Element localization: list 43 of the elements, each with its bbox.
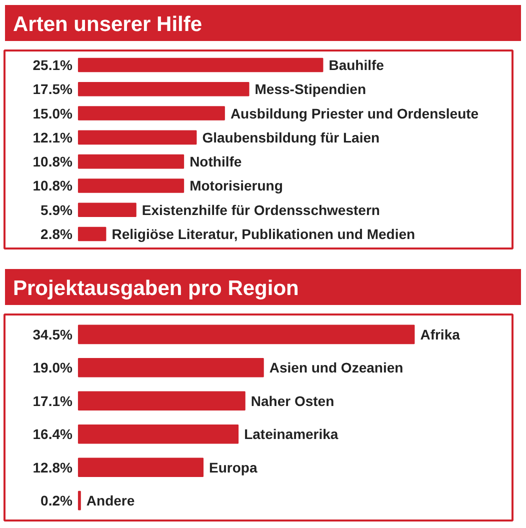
y-tick-label: Nothilfe <box>190 154 242 170</box>
bar <box>78 178 184 193</box>
data-label: 12.8% <box>32 459 74 476</box>
y-tick-label: Europa <box>209 459 258 476</box>
bar <box>78 458 204 477</box>
data-label: 15.0% <box>32 105 74 122</box>
data-label: 0.2% <box>40 492 74 509</box>
y-tick-label: Naher Osten <box>250 392 334 409</box>
data-label: 2.8% <box>40 226 74 242</box>
bar <box>78 58 324 72</box>
y-tick-label: Motorisierung <box>190 178 283 194</box>
data-label: 5.9% <box>40 202 74 218</box>
y-tick-label: Lateinamerika <box>244 426 338 442</box>
bar <box>78 130 197 145</box>
bar <box>78 324 415 344</box>
y-tick-label: Existenzhilfe für Ordensschwestern <box>142 202 380 218</box>
bar <box>78 424 239 444</box>
data-label: 17.1% <box>32 392 74 409</box>
bar <box>78 106 225 120</box>
bar <box>78 202 136 218</box>
y-tick-label: Andere <box>86 492 135 509</box>
y-tick-label: Asien und Ozeanien <box>269 360 404 376</box>
data-label: 17.5% <box>32 81 74 98</box>
y-tick-label: Glaubensbildung für Laien <box>202 129 380 146</box>
data-label: 12.1% <box>32 129 74 146</box>
data-label: 16.4% <box>32 426 74 442</box>
bar <box>78 358 264 378</box>
data-label: 10.8% <box>32 154 74 170</box>
bar <box>78 391 246 411</box>
data-label: 19.0% <box>32 360 74 376</box>
y-tick-label: Afrika <box>420 326 460 342</box>
chart-title: Arten unserer Hilfe <box>13 13 202 36</box>
chart-title: Projektausgaben pro Region <box>13 277 299 300</box>
data-label: 10.8% <box>32 178 74 194</box>
bar <box>78 82 250 96</box>
bar <box>78 154 184 169</box>
y-tick-label: Ausbildung Priester und Ordensleute <box>230 105 479 122</box>
y-tick-label: Religiöse Literatur, Publikationen und Medien <box>112 226 416 242</box>
bar <box>78 226 106 242</box>
data-label: 34.5% <box>32 326 74 342</box>
y-tick-label: Mess-Stipendien <box>254 81 366 98</box>
data-label: 25.1% <box>32 56 74 73</box>
y-tick-label: Bauhilfe <box>328 56 384 73</box>
